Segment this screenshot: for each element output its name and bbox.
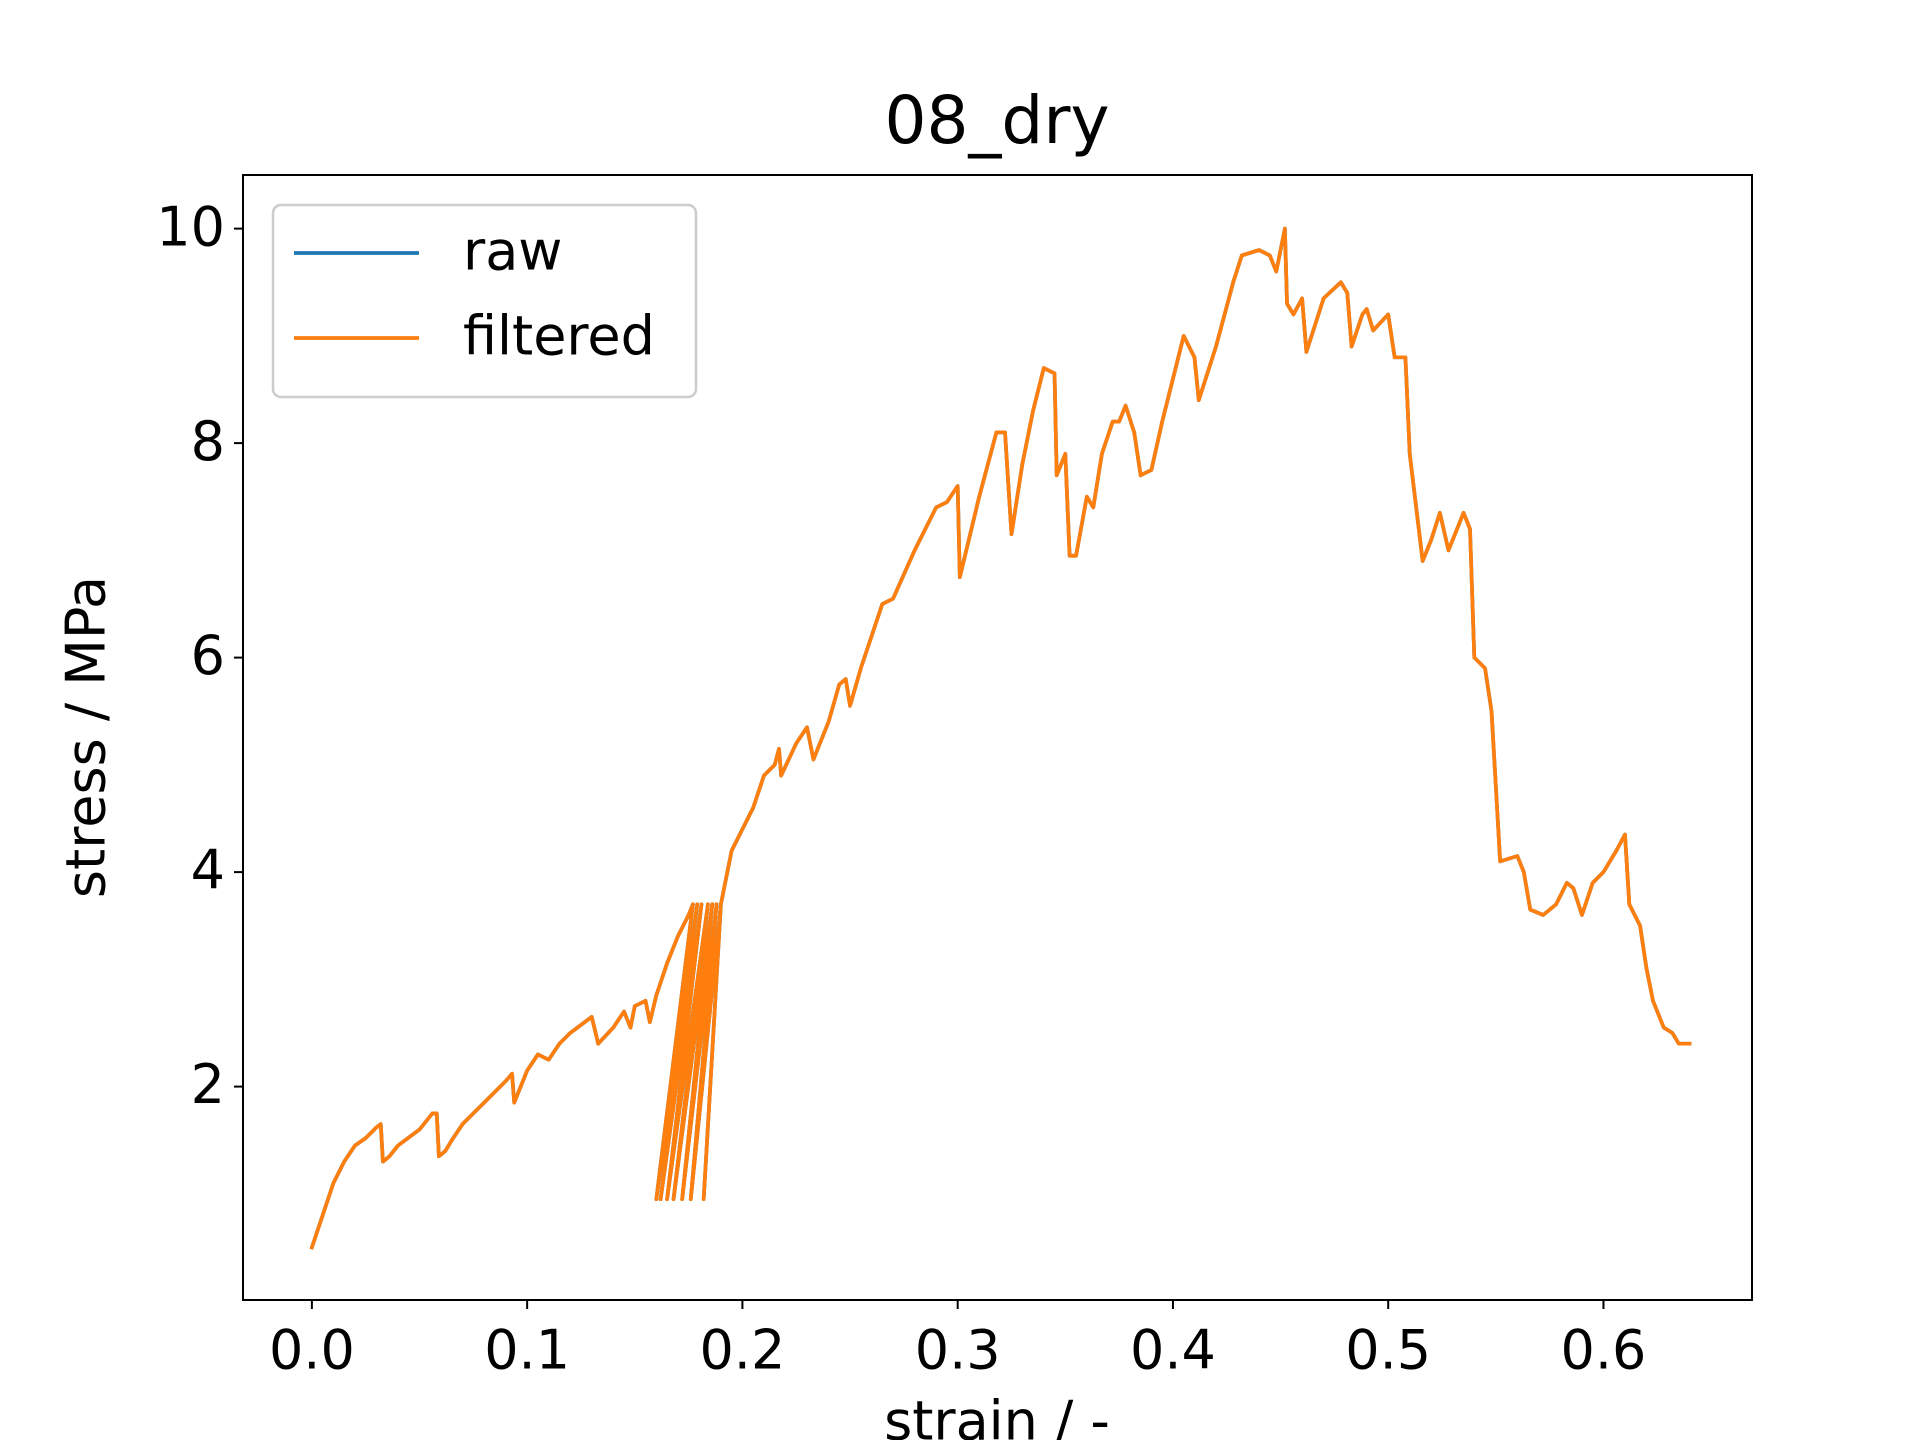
x-tick-label: 0.0 [269,1319,355,1382]
x-tick-label: 0.4 [1130,1319,1216,1382]
y-tick-label: 8 [191,410,225,473]
x-tick-label: 0.5 [1345,1319,1431,1382]
y-tick-label: 6 [191,624,225,687]
x-tick-label: 0.2 [699,1319,785,1382]
y-tick-label: 4 [191,839,225,902]
y-tick-label: 10 [156,195,225,258]
chart-title: 08_dry [884,82,1109,159]
x-tick-label: 0.6 [1561,1319,1647,1382]
y-axis-label: stress / MPa [55,576,118,898]
x-axis-label: strain / - [884,1390,1110,1440]
axes-frame [242,174,1753,1301]
legend: raw filtered [271,203,698,399]
plot-area [309,226,1692,1250]
x-tick-label: 0.3 [915,1319,1001,1382]
legend-label: raw [463,220,562,283]
y-tick-label: 2 [191,1053,225,1116]
legend-label: filtered [463,305,655,368]
x-tick-label: 0.1 [484,1319,570,1382]
data-line [309,226,1692,1250]
